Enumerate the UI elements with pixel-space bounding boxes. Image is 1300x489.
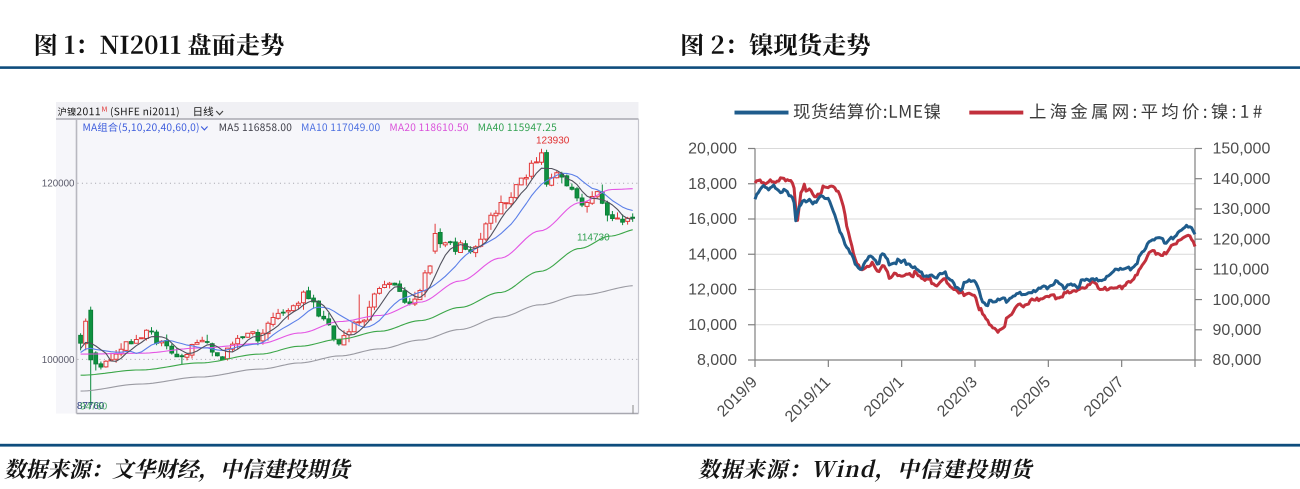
svg-text:10,000: 10,000: [688, 317, 737, 334]
svg-text:2020/5: 2020/5: [1008, 374, 1055, 421]
svg-text:150,000: 150,000: [1213, 141, 1271, 158]
svg-text:20,000: 20,000: [688, 141, 737, 158]
svg-text:100000: 100000: [42, 355, 75, 366]
svg-text:2019/11: 2019/11: [782, 374, 834, 426]
svg-text:2020/7: 2020/7: [1081, 374, 1128, 421]
svg-text:8,000: 8,000: [697, 352, 737, 369]
svg-text:18,000: 18,000: [688, 176, 737, 193]
svg-text:87760: 87760: [77, 401, 105, 412]
svg-text:123930: 123930: [536, 136, 570, 147]
svg-text:130,000: 130,000: [1213, 201, 1271, 218]
svg-text:114730: 114730: [577, 233, 610, 244]
svg-text:80,000: 80,000: [1213, 352, 1262, 369]
svg-text:12,000: 12,000: [688, 282, 737, 299]
svg-text:90,000: 90,000: [1213, 322, 1262, 339]
svg-text:120000: 120000: [42, 179, 75, 190]
svg-text:2020/1: 2020/1: [861, 374, 908, 421]
svg-text:120,000: 120,000: [1213, 231, 1271, 248]
svg-text:94760: 94760: [80, 402, 108, 413]
svg-text:100,000: 100,000: [1213, 292, 1271, 309]
svg-text:14,000: 14,000: [688, 246, 737, 263]
svg-text:110,000: 110,000: [1213, 262, 1270, 279]
svg-text:16,000: 16,000: [688, 211, 737, 228]
svg-text:2019/9: 2019/9: [714, 374, 761, 421]
svg-text:2020/3: 2020/3: [934, 374, 981, 421]
svg-text:140,000: 140,000: [1213, 171, 1271, 188]
